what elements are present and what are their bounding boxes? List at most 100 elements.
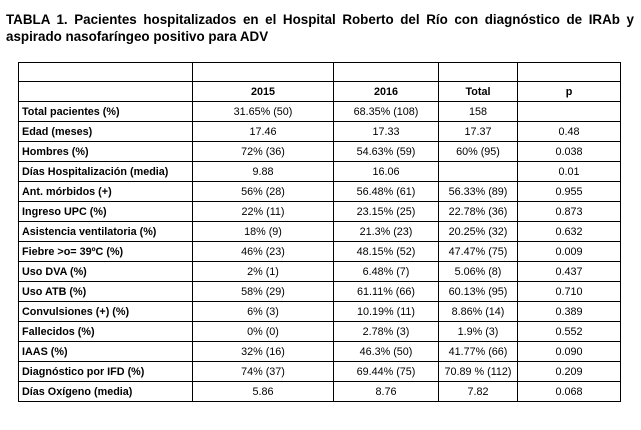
row-label-cell: Total pacientes (%) <box>18 101 193 122</box>
header-cell: Total <box>438 81 518 102</box>
value-cell: 47.47% (75) <box>438 241 518 262</box>
value-cell: 2% (1) <box>192 261 334 282</box>
value-cell: 0.955 <box>517 181 621 202</box>
value-cell: 158 <box>438 101 518 122</box>
blank-cell <box>517 62 621 82</box>
value-cell: 68.35% (108) <box>333 101 439 122</box>
row-label-cell: Ingreso UPC (%) <box>18 201 193 222</box>
value-cell: 8.76 <box>333 381 439 402</box>
value-cell: 0.038 <box>517 141 621 162</box>
row-label-cell: Asistencia ventilatoria (%) <box>18 221 193 242</box>
value-cell: 17.46 <box>192 121 334 142</box>
table-row: Total pacientes (%) 31.65% (50) 68.35% (10… <box>18 101 621 122</box>
value-cell: 5.86 <box>192 381 334 402</box>
table-row: Hombres (%) 72% (36) 54.63% (59) 60% (95) 0.… <box>18 141 621 162</box>
data-table: 2015 2016 Total p Total pacientes (%) 31.… <box>18 62 621 402</box>
row-label-cell: Días Oxígeno (media) <box>18 381 193 402</box>
blank-cell <box>192 62 334 82</box>
value-cell: 9.88 <box>192 161 334 182</box>
value-cell: 5.06% (8) <box>438 261 518 282</box>
table-row: Uso DVA (%) 2% (1) 6.48% (7) 5.06% (8) 0.437 <box>18 261 621 282</box>
value-cell: 48.15% (52) <box>333 241 439 262</box>
table-row: Uso ATB (%) 58% (29) 61.11% (66) 60.13% (95… <box>18 281 621 302</box>
value-cell: 46% (23) <box>192 241 334 262</box>
table-row: Ant. mórbidos (+) 56% (28) 56.48% (61) 56.3… <box>18 181 621 202</box>
row-label-cell: Fallecidos (%) <box>18 321 193 342</box>
row-label-cell: Edad (meses) <box>18 121 193 142</box>
row-label-cell: Ant. mórbidos (+) <box>18 181 193 202</box>
value-cell: 0.209 <box>517 361 621 382</box>
value-cell: 0.068 <box>517 381 621 402</box>
value-cell: 0.48 <box>517 121 621 142</box>
value-cell: 1.9% (3) <box>438 321 518 342</box>
table-row: Asistencia ventilatoria (%) 18% (9) 21.3% … <box>18 221 621 242</box>
value-cell: 0.437 <box>517 261 621 282</box>
table-row: Convulsiones (+) (%) 6% (3) 10.19% (11) 8.8… <box>18 301 621 322</box>
value-cell: 0% (0) <box>192 321 334 342</box>
value-cell: 72% (36) <box>192 141 334 162</box>
value-cell: 0.632 <box>517 221 621 242</box>
header-cell: 2016 <box>333 81 439 102</box>
table-row: IAAS (%) 32% (16) 46.3% (50) 41.77% (66) 0.0… <box>18 341 621 362</box>
value-cell: 58% (29) <box>192 281 334 302</box>
value-cell: 0.090 <box>517 341 621 362</box>
value-cell: 60% (95) <box>438 141 518 162</box>
value-cell: 0.009 <box>517 241 621 262</box>
table-row: Edad (meses) 17.46 17.33 17.37 0.48 <box>18 121 621 142</box>
value-cell: 10.19% (11) <box>333 301 439 322</box>
value-cell: 56.48% (61) <box>333 181 439 202</box>
value-cell: 0.873 <box>517 201 621 222</box>
row-label-cell: Días Hospitalización (media) <box>18 161 193 182</box>
value-cell <box>438 161 518 182</box>
value-cell: 22.78% (36) <box>438 201 518 222</box>
table-row: Fallecidos (%) 0% (0) 2.78% (3) 1.9% (3) 0.5… <box>18 321 621 342</box>
value-cell: 56% (28) <box>192 181 334 202</box>
blank-cell <box>333 62 439 82</box>
value-cell: 18% (9) <box>192 221 334 242</box>
value-cell: 69.44% (75) <box>333 361 439 382</box>
value-cell: 22% (11) <box>192 201 334 222</box>
row-label-cell: Fiebre >o= 39ºC (%) <box>18 241 193 262</box>
value-cell: 8.86% (14) <box>438 301 518 322</box>
row-label-cell: IAAS (%) <box>18 341 193 362</box>
header-cell: 2015 <box>192 81 334 102</box>
value-cell <box>517 101 621 122</box>
row-label-cell: Convulsiones (+) (%) <box>18 301 193 322</box>
value-cell: 0.389 <box>517 301 621 322</box>
table-title: TABLA 1. Pacientes hospitalizados en el … <box>6 12 634 44</box>
value-cell: 54.63% (59) <box>333 141 439 162</box>
value-cell: 17.33 <box>333 121 439 142</box>
blank-cell <box>438 62 518 82</box>
table-row: Ingreso UPC (%) 22% (11) 23.15% (25) 22.78%… <box>18 201 621 222</box>
value-cell: 6.48% (7) <box>333 261 439 282</box>
row-label-cell: Uso DVA (%) <box>18 261 193 282</box>
value-cell: 0.552 <box>517 321 621 342</box>
value-cell: 31.65% (50) <box>192 101 334 122</box>
value-cell: 46.3% (50) <box>333 341 439 362</box>
value-cell: 7.82 <box>438 381 518 402</box>
blank-row <box>18 62 621 82</box>
row-label-cell: Uso ATB (%) <box>18 281 193 302</box>
value-cell: 16.06 <box>333 161 439 182</box>
header-row: 2015 2016 Total p <box>18 81 621 102</box>
row-label-cell: Diagnóstico por IFD (%) <box>18 361 193 382</box>
value-cell: 70.89 % (112) <box>438 361 518 382</box>
row-label-cell: Hombres (%) <box>18 141 193 162</box>
value-cell: 0.01 <box>517 161 621 182</box>
table-row: Diagnóstico por IFD (%) 74% (37) 69.44% (7… <box>18 361 621 382</box>
header-cell: p <box>517 81 621 102</box>
value-cell: 60.13% (95) <box>438 281 518 302</box>
value-cell: 41.77% (66) <box>438 341 518 362</box>
value-cell: 56.33% (89) <box>438 181 518 202</box>
value-cell: 61.11% (66) <box>333 281 439 302</box>
value-cell: 2.78% (3) <box>333 321 439 342</box>
blank-cell <box>18 62 193 82</box>
value-cell: 0.710 <box>517 281 621 302</box>
table-row: Días Oxígeno (media) 5.86 8.76 7.82 0.068 <box>18 381 621 402</box>
value-cell: 17.37 <box>438 121 518 142</box>
value-cell: 74% (37) <box>192 361 334 382</box>
value-cell: 20.25% (32) <box>438 221 518 242</box>
table-row: Fiebre >o= 39ºC (%) 46% (23) 48.15% (52) 47… <box>18 241 621 262</box>
value-cell: 6% (3) <box>192 301 334 322</box>
table-row: Días Hospitalización (media) 9.88 16.06 0.0… <box>18 161 621 182</box>
